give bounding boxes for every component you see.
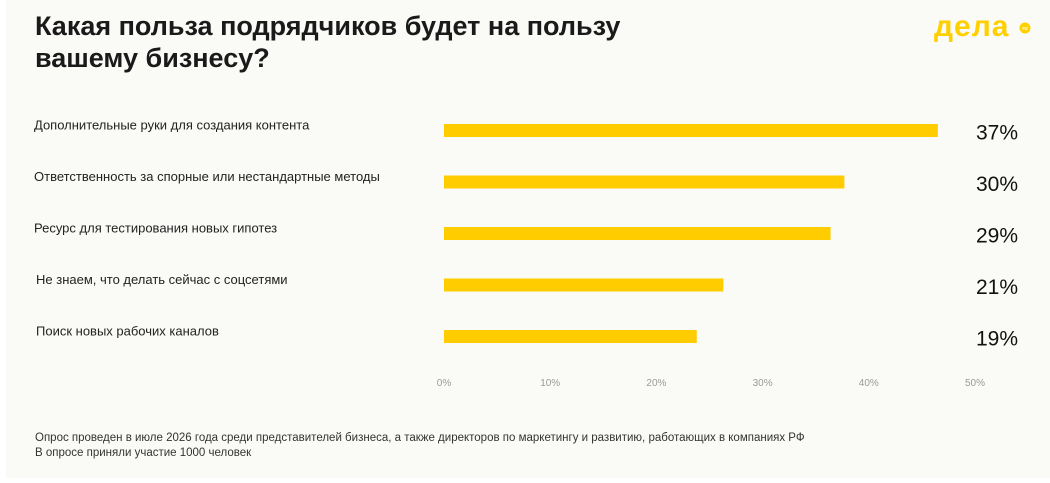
x-tick-label: 20% bbox=[646, 378, 666, 389]
x-tick-label: 0% bbox=[437, 378, 452, 389]
data-label: 19% bbox=[976, 328, 1018, 351]
bar-chart: Дополнительные руки для создания контент… bbox=[34, 118, 1018, 390]
bar bbox=[444, 278, 724, 292]
category-label: Не знаем, что делать сейчас с соцсетями bbox=[36, 272, 288, 287]
title-line-1: Какая польза подрядчиков будет на пользу bbox=[35, 11, 621, 41]
logo-superscript: ru bbox=[1022, 26, 1028, 32]
data-label: 30% bbox=[976, 173, 1018, 196]
category-label: Дополнительные руки для создания контент… bbox=[34, 118, 310, 133]
footnote: Опрос проведен в июле 2026 года среди пр… bbox=[35, 431, 1015, 461]
footnote-line-2: В опросе приняли участие 1000 человек bbox=[35, 447, 252, 459]
x-tick-label: 30% bbox=[753, 378, 773, 389]
x-tick-label: 10% bbox=[540, 378, 560, 389]
data-label: 37% bbox=[976, 122, 1018, 145]
bar bbox=[444, 124, 938, 137]
category-label: Ресурс для тестирования новых гипотез bbox=[34, 221, 277, 236]
bar bbox=[444, 227, 831, 240]
logo-text: дела bbox=[934, 10, 1009, 43]
page-title: Какая польза подрядчиков будет на пользу… bbox=[35, 10, 795, 74]
x-tick-label: 50% bbox=[965, 378, 985, 389]
data-label: 21% bbox=[976, 276, 1018, 299]
category-label: Поиск новых рабочих каналов bbox=[36, 324, 219, 339]
category-label: Ответственность за спорные или нестандар… bbox=[34, 169, 380, 184]
bar bbox=[444, 330, 697, 343]
bar bbox=[444, 175, 845, 189]
title-line-2: вашему бизнесу? bbox=[35, 43, 270, 73]
footnote-line-1: Опрос проведен в июле 2026 года среди пр… bbox=[35, 432, 805, 444]
logo-badge bbox=[1019, 22, 1031, 34]
x-tick-label: 40% bbox=[859, 378, 879, 389]
brand-logo: дела ru bbox=[934, 10, 1031, 43]
data-label: 29% bbox=[976, 225, 1018, 248]
